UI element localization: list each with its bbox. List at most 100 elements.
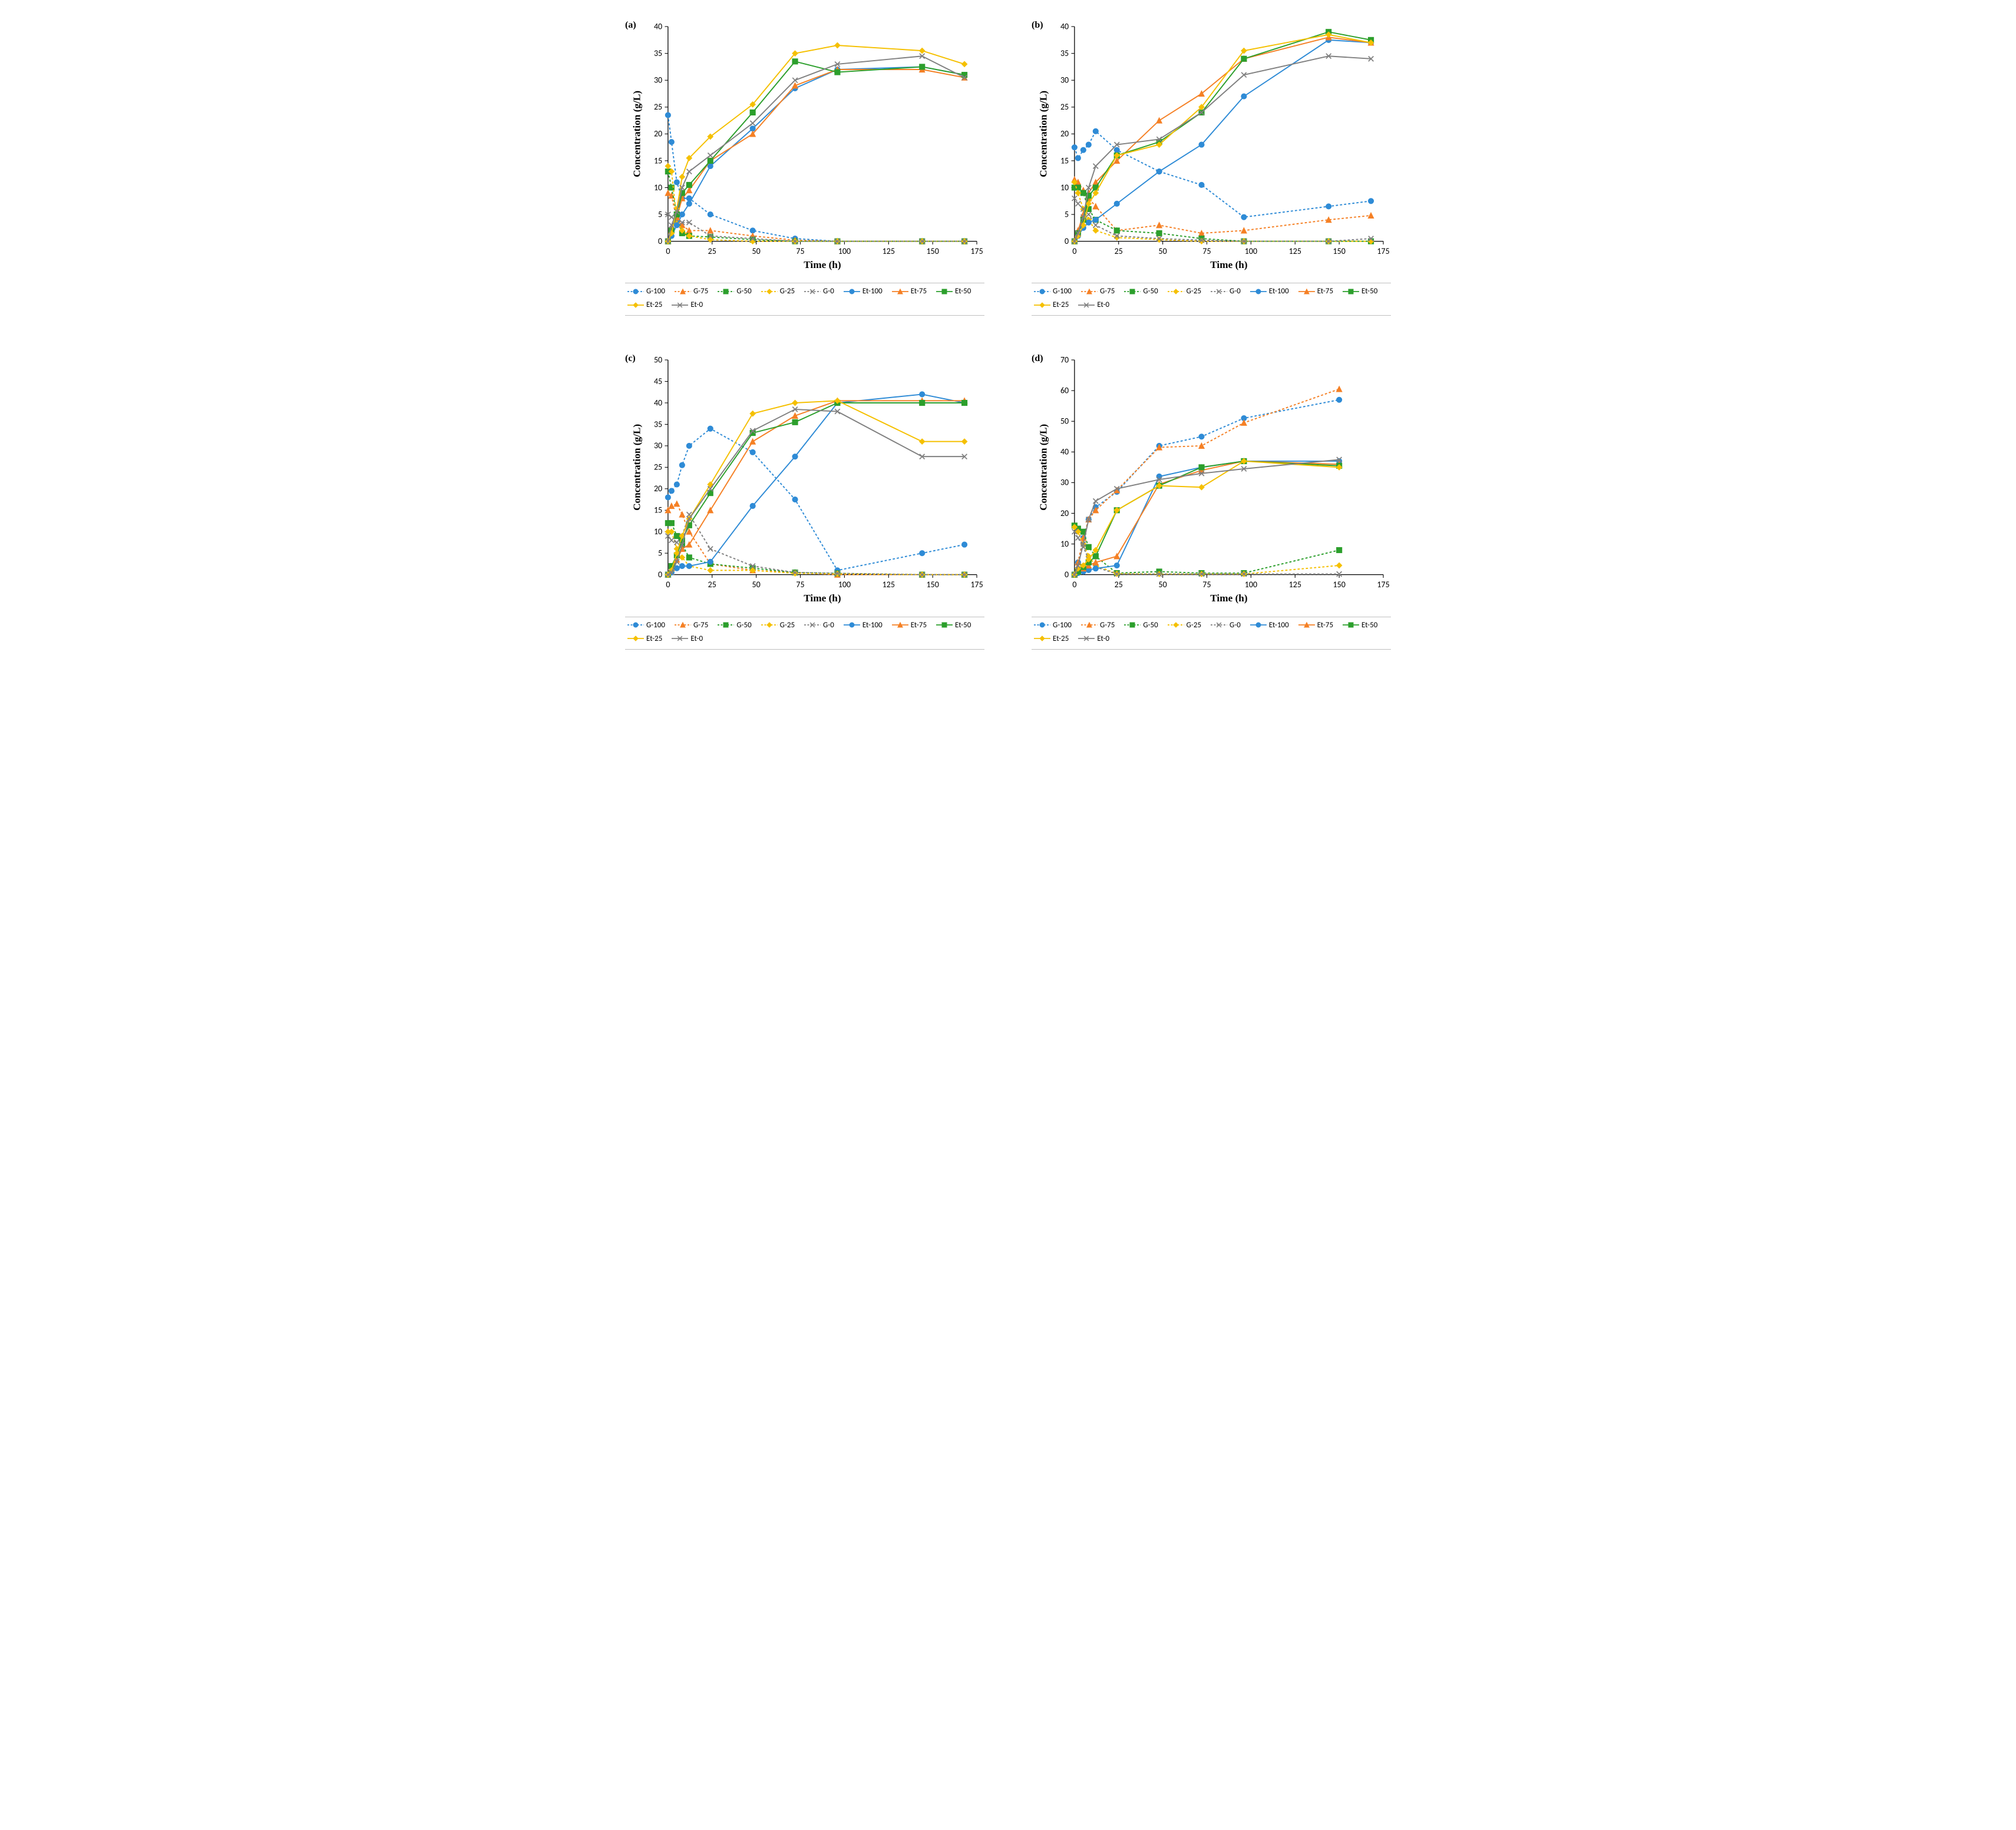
series-Et-100 — [1075, 461, 1339, 575]
legend-swatch-Et-0 — [672, 634, 688, 643]
legend-swatch-Et-0 — [1078, 301, 1095, 309]
legend-label-Et-50: Et-50 — [1361, 287, 1377, 296]
svg-text:20: 20 — [1060, 508, 1069, 518]
legend-label-Et-25: Et-25 — [1053, 300, 1069, 309]
x-axis-label: Time (h) — [1210, 259, 1247, 270]
legend-item-G-50: G-50 — [718, 621, 751, 630]
marker-G-100 — [792, 497, 798, 502]
svg-text:150: 150 — [1333, 580, 1346, 590]
legend-swatch-Et-25 — [1034, 301, 1050, 309]
y-axis-label: Concentration (g/L) — [1037, 424, 1049, 511]
legend-item-G-25: G-25 — [761, 621, 795, 630]
svg-text:125: 125 — [1289, 580, 1301, 590]
panel-b: (b) 05101520253035400255075100125150175C… — [1032, 18, 1391, 316]
legend-swatch-G-25 — [1168, 621, 1184, 629]
marker-G-100 — [1114, 147, 1119, 153]
marker-G-0 — [1076, 201, 1081, 207]
legend-swatch-G-75 — [1081, 287, 1098, 296]
legend-label-G-75: G-75 — [693, 621, 708, 630]
legend-item-Et-75: Et-75 — [1298, 621, 1333, 630]
svg-text:10: 10 — [1060, 539, 1069, 549]
legend-label-G-100: G-100 — [646, 287, 665, 296]
marker-Et-100 — [920, 392, 925, 398]
series-G-25 — [1075, 527, 1339, 574]
marker-Et-50 — [920, 64, 925, 70]
svg-text:60: 60 — [1060, 386, 1069, 396]
marker-Et-100 — [680, 564, 685, 569]
svg-text:50: 50 — [1060, 416, 1069, 426]
legend-label-Et-75: Et-75 — [911, 287, 927, 296]
svg-text:5: 5 — [658, 209, 662, 219]
marker-Et-25 — [835, 43, 840, 48]
legend-swatch-G-75 — [675, 621, 691, 629]
panel-a: (a) 05101520253035400255075100125150175C… — [625, 18, 984, 316]
series-Et-50 — [1075, 461, 1339, 575]
svg-text:45: 45 — [654, 376, 662, 386]
svg-text:125: 125 — [1289, 246, 1301, 256]
legend-swatch-Et-100 — [844, 621, 860, 629]
svg-text:30: 30 — [1060, 75, 1069, 85]
svg-text:175: 175 — [1377, 246, 1389, 256]
legend-item-Et-50: Et-50 — [1343, 621, 1377, 630]
legend-item-G-25: G-25 — [761, 287, 795, 296]
legend-item-G-25: G-25 — [1168, 621, 1201, 630]
marker-G-100 — [1241, 214, 1247, 220]
svg-text:15: 15 — [654, 505, 662, 515]
legend-item-G-50: G-50 — [1124, 621, 1158, 630]
marker-G-100 — [666, 112, 671, 118]
chart-d: 0102030405060700255075100125150175Concen… — [1035, 351, 1391, 608]
legend-item-Et-25: Et-25 — [627, 300, 662, 309]
svg-text:100: 100 — [838, 246, 851, 256]
chart-svg-c: 051015202530354045500255075100125150175C… — [629, 351, 984, 605]
marker-Et-100 — [792, 454, 798, 459]
marker-G-50 — [1081, 190, 1086, 196]
marker-Et-50 — [687, 183, 692, 188]
legend-swatch-G-0 — [1211, 621, 1227, 629]
chart-b: 05101520253035400255075100125150175Conce… — [1035, 18, 1391, 274]
marker-Et-25 — [920, 48, 925, 54]
legend-swatch-G-25 — [761, 621, 778, 629]
legend-label-G-100: G-100 — [1053, 621, 1072, 630]
legend-label-G-75: G-75 — [1100, 621, 1115, 630]
marker-G-75 — [1369, 213, 1374, 219]
legend-item-Et-0: Et-0 — [1078, 300, 1109, 309]
marker-G-100 — [675, 180, 680, 185]
marker-G-0 — [669, 214, 675, 220]
marker-Et-100 — [675, 223, 680, 228]
series-Et-25 — [1075, 35, 1371, 241]
legend-item-Et-100: Et-100 — [1250, 621, 1289, 630]
marker-G-100 — [750, 450, 755, 455]
svg-text:0: 0 — [1065, 236, 1069, 246]
marker-Et-50 — [792, 59, 798, 64]
legend-item-G-75: G-75 — [1081, 287, 1115, 296]
marker-G-100 — [666, 495, 671, 501]
legend-label-Et-0: Et-0 — [1097, 634, 1109, 643]
svg-text:150: 150 — [1333, 246, 1346, 256]
series-G-0 — [1075, 532, 1339, 574]
svg-text:35: 35 — [654, 48, 662, 58]
legend-item-G-100: G-100 — [1034, 621, 1072, 630]
marker-G-100 — [669, 489, 675, 494]
legend-label-G-100: G-100 — [1053, 287, 1072, 296]
legend-label-Et-100: Et-100 — [1269, 287, 1289, 296]
marker-G-100 — [750, 228, 755, 233]
svg-text:175: 175 — [970, 246, 983, 256]
svg-text:20: 20 — [654, 129, 662, 139]
legend-item-G-75: G-75 — [675, 287, 708, 296]
svg-text:75: 75 — [796, 246, 804, 256]
marker-Et-100 — [1093, 566, 1099, 571]
legend-item-Et-50: Et-50 — [936, 621, 971, 630]
legend-b: G-100 G-75 G-50 — [1032, 283, 1391, 316]
marker-Et-100 — [750, 126, 755, 131]
marker-G-50 — [1086, 545, 1092, 550]
svg-text:10: 10 — [654, 183, 662, 193]
legend-label-Et-50: Et-50 — [955, 287, 971, 296]
series-G-25 — [668, 166, 964, 241]
legend-swatch-Et-75 — [1298, 287, 1315, 296]
svg-text:50: 50 — [1159, 246, 1167, 256]
legend-label-Et-0: Et-0 — [1097, 300, 1109, 309]
marker-Et-50 — [962, 401, 967, 406]
legend-swatch-Et-25 — [1034, 634, 1050, 643]
svg-text:5: 5 — [1065, 209, 1069, 219]
svg-text:40: 40 — [1060, 447, 1069, 457]
